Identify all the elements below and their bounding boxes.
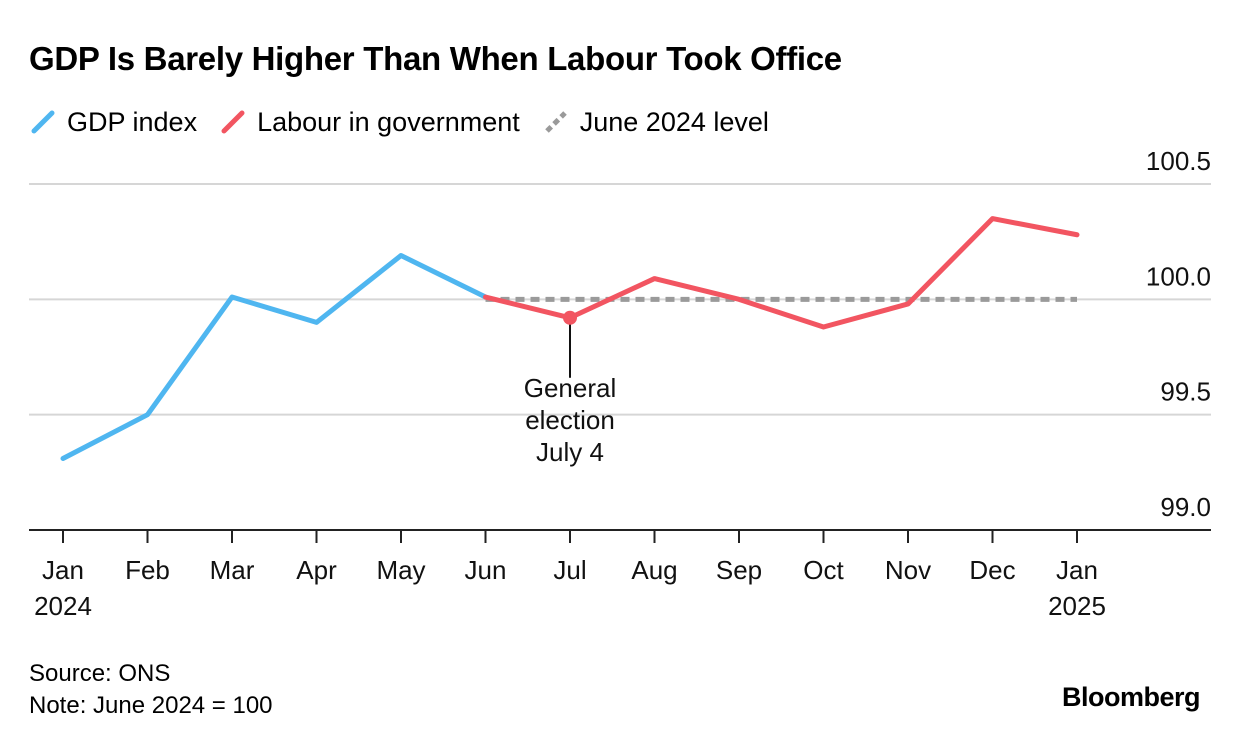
bloomberg-logo: Bloomberg xyxy=(1061,682,1201,712)
x-tick-label-sep: Sep xyxy=(716,555,762,585)
legend-item-labour: Labour in government xyxy=(219,107,520,138)
y-tick-label-100-0: 100.0 xyxy=(1146,261,1211,291)
x-tick-label-aug: Aug xyxy=(631,555,677,585)
legend: GDP index Labour in government June 2024… xyxy=(29,104,791,140)
x-tick-label-feb: Feb xyxy=(125,555,170,585)
footer: Source: ONS Note: June 2024 = 100 xyxy=(29,658,273,722)
x-tick-label-dec: Dec xyxy=(969,555,1015,585)
x-axis-ticks: Jan 2024 Feb Mar Apr May Jun Jul Aug Sep Oct Nov Dec… xyxy=(34,530,1106,621)
election-marker xyxy=(563,310,577,325)
legend-label-june-level: June 2024 level xyxy=(579,106,769,137)
series-group xyxy=(60,216,1080,461)
series-line-gdp-index xyxy=(60,253,488,461)
legend-item-gdp-index: GDP index xyxy=(29,107,197,138)
legend-label-gdp-index: GDP index xyxy=(67,106,198,137)
x-tick-sublabel-2025: 2025 xyxy=(1048,591,1106,621)
y-tick-label-99-0: 99.0 xyxy=(1160,492,1211,522)
series-line-labour-in-government xyxy=(483,216,1080,330)
chart-title: GDP Is Barely Higher Than When Labour To… xyxy=(29,40,842,77)
legend-item-june-level: June 2024 level xyxy=(542,107,769,138)
x-tick-label-may: May xyxy=(376,555,425,585)
annotation-text-line-3: July 4 xyxy=(536,437,604,467)
y-tick-label-100-5: 100.5 xyxy=(1146,146,1211,176)
annotation-text-line-2: election xyxy=(525,405,615,435)
legend-label-labour: Labour in government xyxy=(257,106,520,137)
y-tick-label-99-5: 99.5 xyxy=(1160,377,1211,407)
source-text: Source: ONS xyxy=(29,660,171,687)
legend-swatch-gdp-index xyxy=(31,110,55,134)
legend-swatch-june-level xyxy=(544,111,567,133)
annotation-text-line-1: General xyxy=(524,373,617,403)
x-tick-label-jun: Jun xyxy=(465,555,507,585)
x-tick-label-jan: Jan xyxy=(42,555,84,585)
x-tick-label-oct: Oct xyxy=(803,555,844,585)
legend-swatch-labour xyxy=(221,110,245,134)
x-tick-label-apr: Apr xyxy=(296,555,337,585)
x-tick-label-jan: Jan xyxy=(1056,555,1098,585)
x-tick-sublabel-2024: 2024 xyxy=(34,591,92,621)
y-axis-ticks: 100.5 100.0 99.5 99.0 xyxy=(1146,146,1211,522)
x-tick-label-jul: Jul xyxy=(553,555,586,585)
x-tick-label-nov: Nov xyxy=(885,555,931,585)
note-text: Note: June 2024 = 100 xyxy=(29,692,273,719)
x-tick-label-mar: Mar xyxy=(210,555,255,585)
